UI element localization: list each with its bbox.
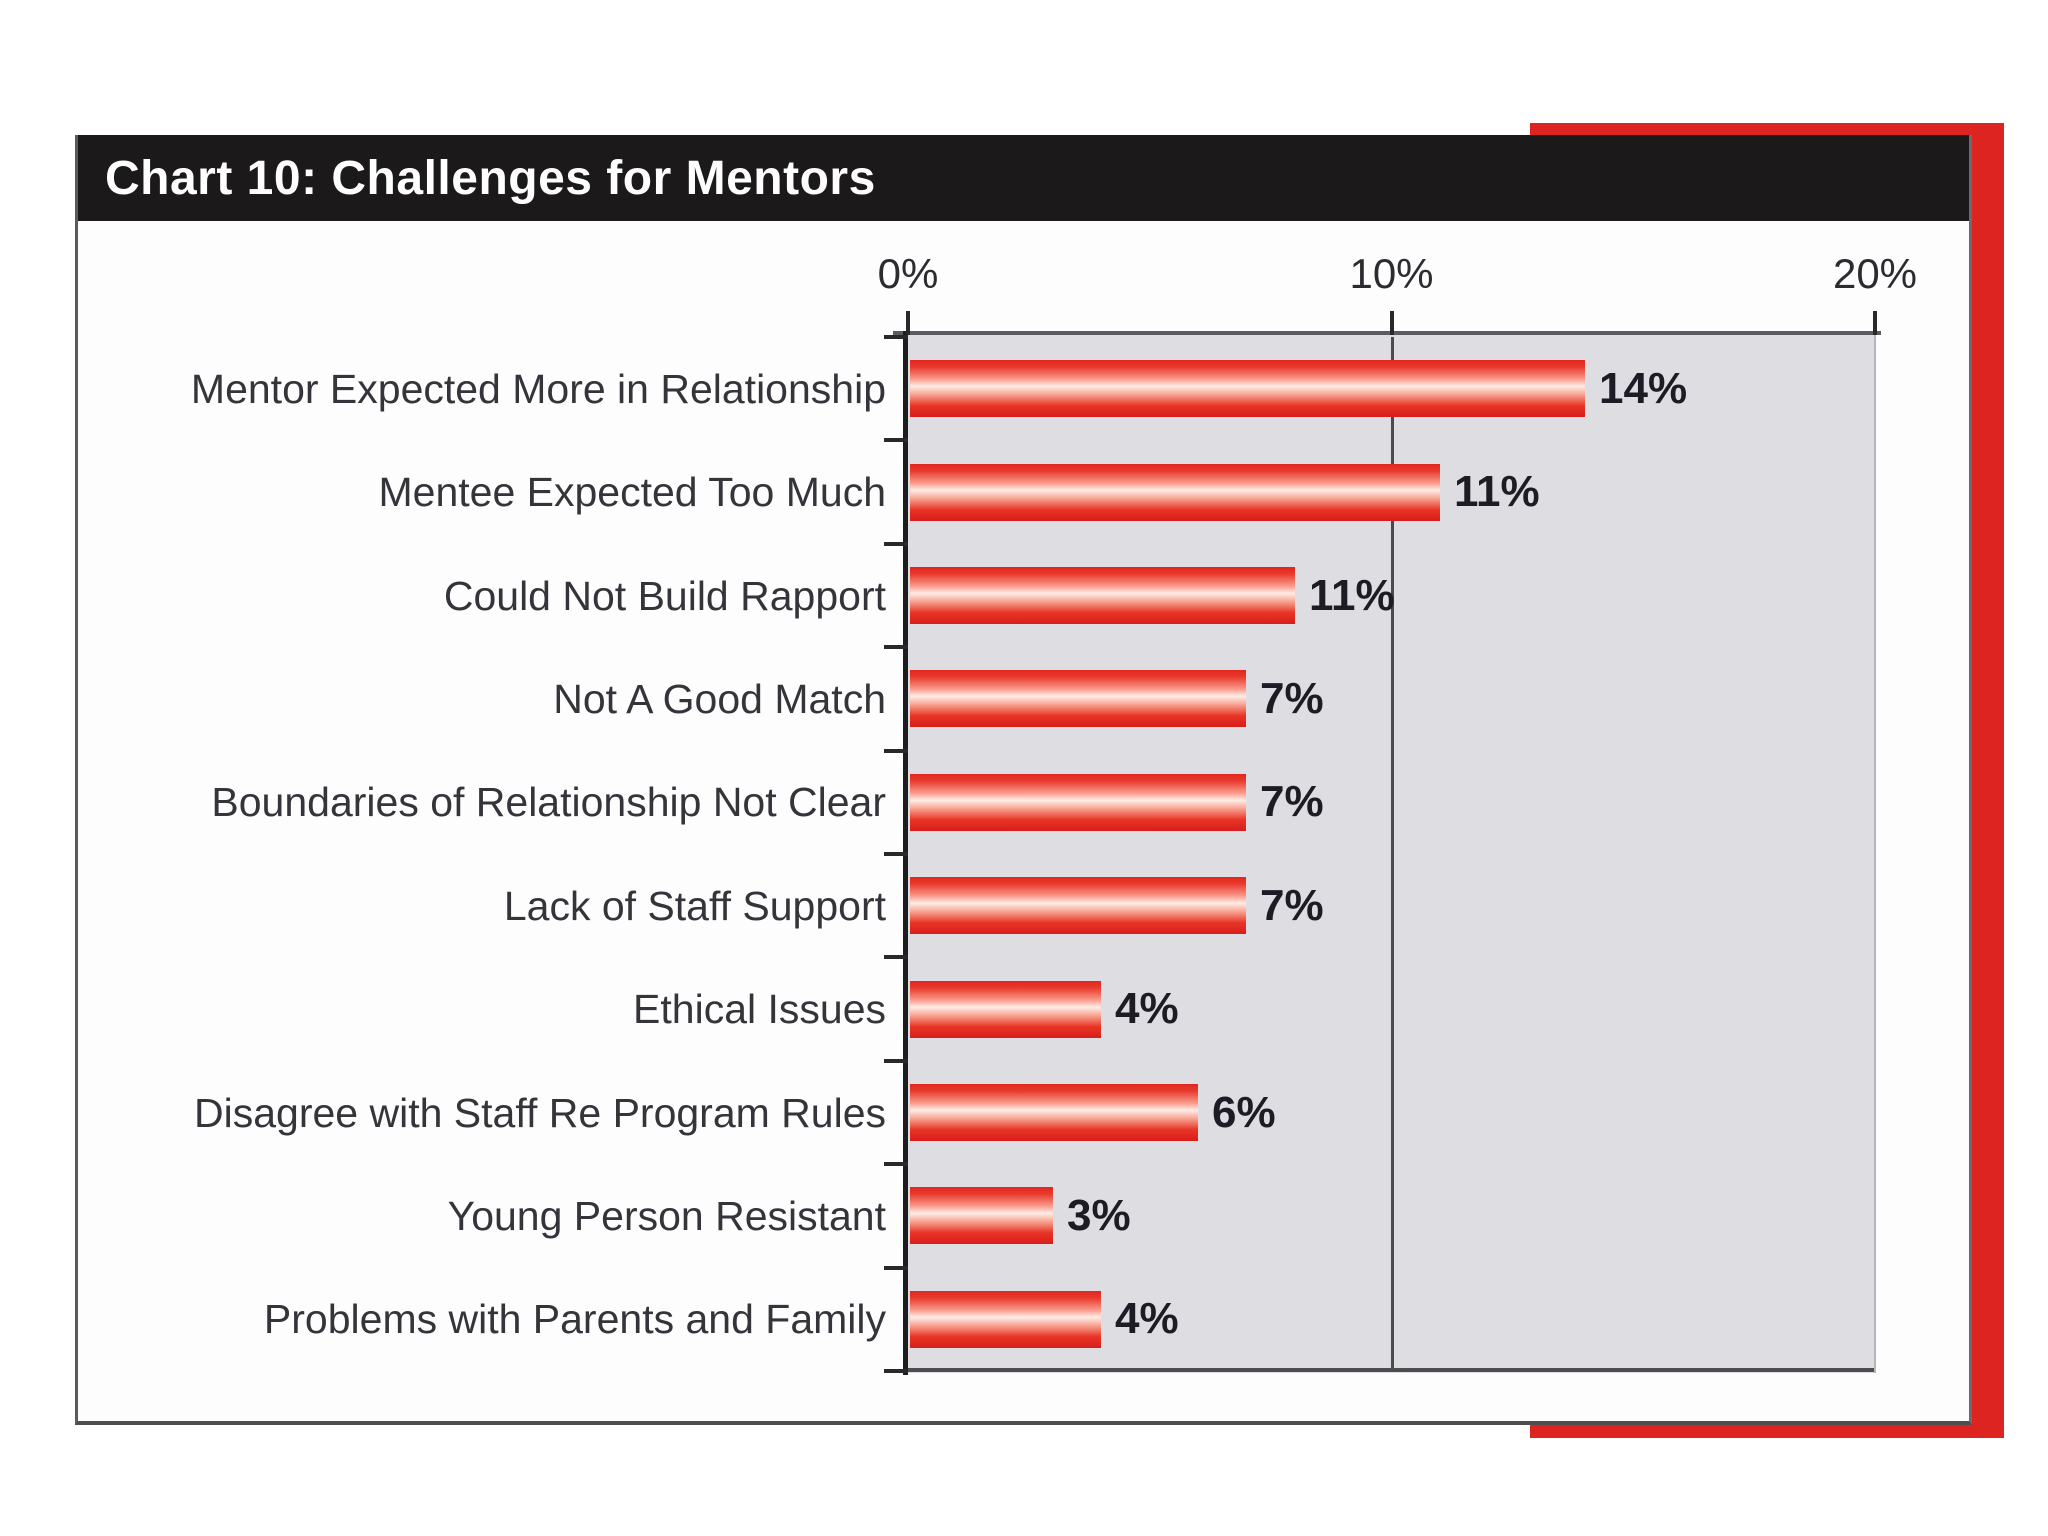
y-axis-tick	[884, 541, 908, 546]
bar	[910, 981, 1101, 1038]
bar	[910, 774, 1246, 831]
value-label: 11%	[1309, 570, 1395, 620]
axis-top-line	[893, 331, 1881, 335]
x-axis-tick-label: 20%	[1832, 250, 1918, 297]
x-axis-tick-label: 10%	[1349, 250, 1434, 297]
x-axis-tick-label: 0%	[877, 250, 939, 297]
value-label: 7%	[1260, 673, 1324, 723]
category-label: Boundaries of Relationship Not Clear	[211, 779, 886, 826]
x-axis-tick	[906, 311, 910, 335]
category-label: Could Not Build Rapport	[443, 572, 886, 619]
y-axis-tick	[884, 1058, 908, 1063]
category-label: Disagree with Staff Re Program Rules	[194, 1089, 886, 1136]
bar	[910, 1291, 1101, 1348]
category-label: Mentor Expected More in Relationship	[190, 365, 886, 412]
x-axis-tick	[1389, 311, 1394, 335]
y-axis-tick	[884, 1369, 908, 1373]
bar	[910, 464, 1440, 521]
y-axis-tick	[884, 852, 908, 856]
value-label: 11%	[1454, 467, 1540, 517]
bar	[910, 877, 1246, 934]
bar	[910, 1187, 1053, 1244]
chart-title: Chart 10: Challenges for Mentors	[105, 151, 876, 205]
value-label: 7%	[1260, 880, 1324, 930]
bar	[910, 360, 1585, 417]
gridline-10pct	[1390, 337, 1394, 1371]
y-axis-tick	[884, 1162, 908, 1167]
bar	[910, 567, 1295, 624]
bar	[910, 670, 1246, 727]
value-label: 4%	[1115, 1294, 1179, 1344]
value-label: 3%	[1067, 1190, 1131, 1240]
value-label: 14%	[1599, 363, 1688, 413]
y-axis-tick	[884, 438, 908, 443]
category-label: Mentee Expected Too Much	[378, 469, 887, 516]
y-axis-tick	[884, 645, 908, 650]
y-axis-tick	[884, 955, 908, 960]
chart-title-bar: Chart 10: Challenges for Mentors	[78, 135, 1969, 221]
category-label: Young Person Resistant	[447, 1192, 886, 1239]
bar	[910, 1084, 1198, 1141]
category-label: Lack of Staff Support	[503, 882, 886, 929]
value-label: 7%	[1260, 777, 1324, 827]
y-axis-tick	[884, 1265, 908, 1270]
value-label: 6%	[1212, 1087, 1276, 1137]
category-label: Ethical Issues	[633, 986, 886, 1033]
category-label: Not A Good Match	[553, 675, 886, 722]
plot-right-edge	[1874, 335, 1876, 1373]
value-label: 4%	[1115, 984, 1179, 1034]
y-axis-tick	[884, 748, 908, 753]
y-axis-tick	[884, 335, 908, 339]
x-axis-tick	[1873, 311, 1877, 335]
category-label: Problems with Parents and Family	[263, 1296, 886, 1343]
